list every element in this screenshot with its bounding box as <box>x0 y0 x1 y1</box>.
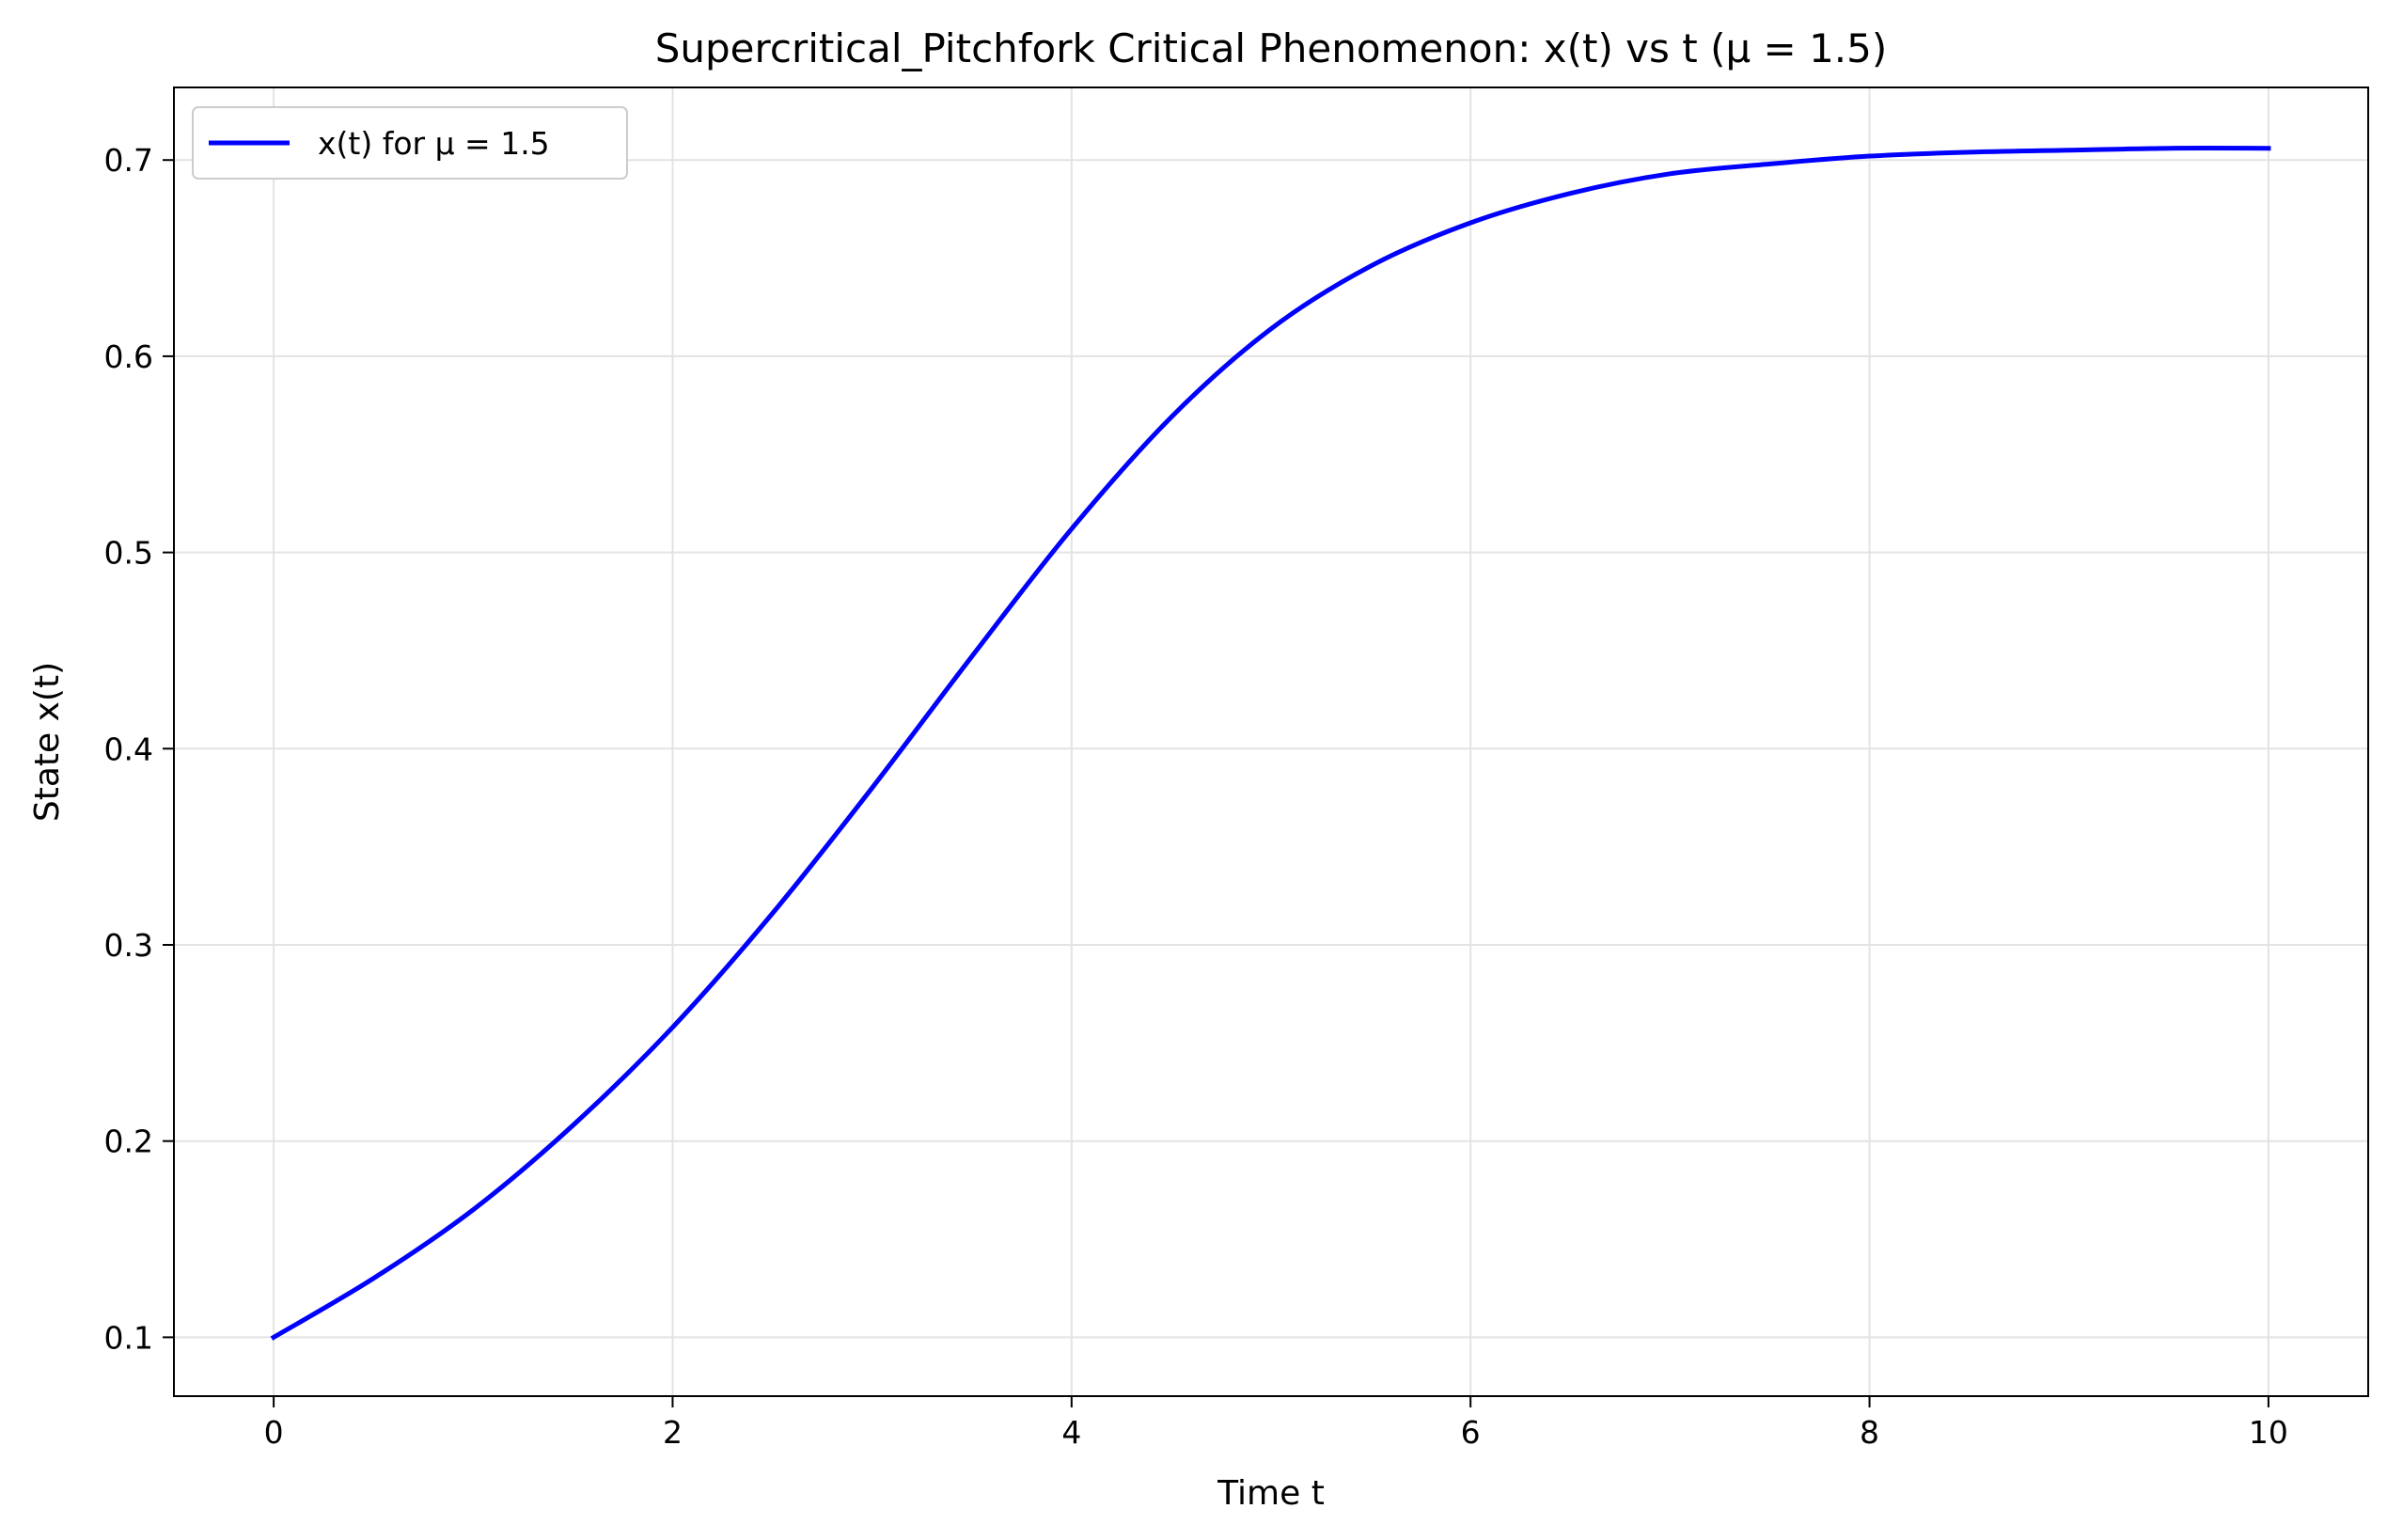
legend-label: x(t) for μ = 1.5 <box>318 125 550 162</box>
legend: x(t) for μ = 1.5 <box>192 106 628 180</box>
x-tick-label: 2 <box>663 1414 683 1451</box>
ticks: 0 2 4 6 8 10 0.1 0.2 0.3 0.4 0.5 0.6 0.7 <box>104 142 2288 1451</box>
x-tick-label: 0 <box>264 1414 284 1451</box>
x-axis-label: Time t <box>1217 1474 1325 1513</box>
y-tick-label: 0.6 <box>104 338 153 375</box>
y-axis-label: State x(t) <box>28 662 67 822</box>
y-tick-label: 0.4 <box>104 731 153 767</box>
x-tick-label: 10 <box>2249 1414 2288 1451</box>
x-tick-label: 8 <box>1860 1414 1879 1451</box>
legend-box <box>192 106 628 180</box>
y-tick-label: 0.3 <box>104 927 153 964</box>
y-tick-label: 0.5 <box>104 535 153 572</box>
y-tick-label: 0.2 <box>104 1124 153 1160</box>
chart-title: Supercritical_Pitchfork Critical Phenome… <box>655 25 1888 71</box>
x-tick-label: 4 <box>1061 1414 1081 1451</box>
series-layer <box>270 146 2271 1341</box>
grid <box>174 87 2368 1396</box>
y-tick-label: 0.1 <box>104 1319 153 1356</box>
y-tick-label: 0.7 <box>104 142 153 179</box>
x-tick-label: 6 <box>1461 1414 1481 1451</box>
series-line <box>270 146 2271 1341</box>
plot-frame <box>173 86 2369 1397</box>
